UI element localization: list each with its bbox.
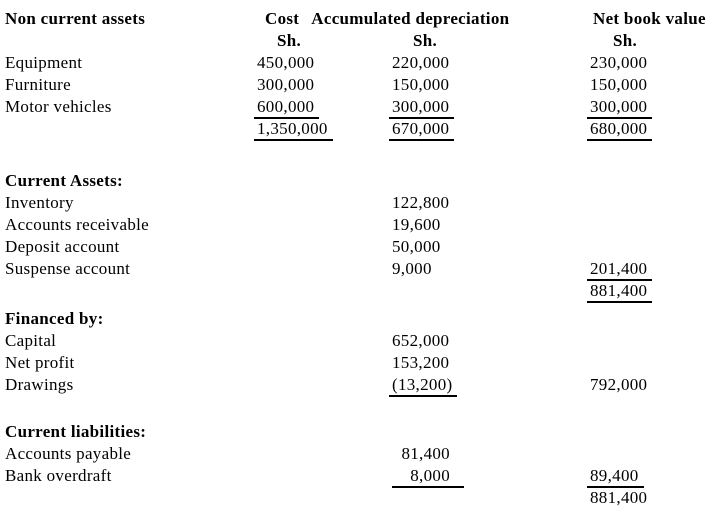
column-header-net-book-value: Net book value xyxy=(593,9,706,28)
financed-by-total: 792,000 xyxy=(590,375,648,394)
amount-value: 9,000 xyxy=(392,259,432,278)
table-row-accounts-receivable: Accounts receivable 19,600 xyxy=(0,214,722,236)
amount-value: 8,000 xyxy=(392,466,464,488)
row-label: Net profit xyxy=(5,353,75,372)
table-row-inventory: Inventory 122,800 xyxy=(0,192,722,214)
row-label: Suspense account xyxy=(5,259,131,278)
accum-value: 220,000 xyxy=(392,53,450,72)
row-label: Drawings xyxy=(5,375,74,394)
currency-unit-accum: Sh. xyxy=(413,31,438,50)
amount-value: 19,600 xyxy=(392,215,441,234)
cost-value: 300,000 xyxy=(257,75,315,94)
table-row-capital: Capital 652,000 xyxy=(0,330,722,352)
total-accum: 670,000 xyxy=(389,119,455,141)
column-header-cost: Cost xyxy=(265,9,300,28)
amount-value: 81,400 xyxy=(401,444,450,463)
table-row-motor-vehicles: Motor vehicles 600,000 300,000 300,000 xyxy=(0,96,722,119)
amount-value: 50,000 xyxy=(392,237,441,256)
cost-value: 450,000 xyxy=(257,53,315,72)
table-row-drawings: Drawings (13,200) 792,000 xyxy=(0,374,722,397)
column-header-group: Cost Accumulated depreciation xyxy=(250,8,585,30)
total-assets-value: 881,400 xyxy=(587,281,653,303)
section-heading: Current liabilities: xyxy=(5,422,147,441)
amount-value: 122,800 xyxy=(392,193,450,212)
row-label: Capital xyxy=(5,331,57,350)
cost-value: 600,000 xyxy=(254,97,320,119)
row-label: Inventory xyxy=(5,193,74,212)
section-gap xyxy=(0,396,722,421)
currency-unit-row: Sh. Sh. Sh. xyxy=(0,30,722,52)
currency-unit-nbv: Sh. xyxy=(613,31,638,50)
total-nbv: 680,000 xyxy=(587,119,653,141)
amount-value: (13,200) xyxy=(389,375,458,397)
row-label: Equipment xyxy=(5,53,83,72)
section-heading: Current Assets: xyxy=(5,171,123,190)
section-heading-current-liabilities: Current liabilities: xyxy=(0,421,722,443)
row-label: Furniture xyxy=(5,75,71,94)
table-row-accounts-payable: Accounts payable 81,400 xyxy=(0,443,722,465)
table-row-total-liabilities: 881,400 xyxy=(0,487,722,508)
current-liabilities-subtotal: 89,400 xyxy=(587,466,644,488)
accum-value: 300,000 xyxy=(389,97,455,119)
currency-unit-cost: Sh. xyxy=(277,31,302,50)
row-label: Motor vehicles xyxy=(5,97,112,116)
nbv-value: 230,000 xyxy=(590,53,648,72)
section-gap xyxy=(0,140,722,170)
table-row-deposit-account: Deposit account 50,000 xyxy=(0,236,722,258)
table-row-bank-overdraft: Bank overdraft 8,000 89,400 xyxy=(0,465,722,488)
amount-value: 153,200 xyxy=(392,353,450,372)
row-label: Deposit account xyxy=(5,237,120,256)
row-label: Accounts payable xyxy=(5,444,132,463)
total-cost: 1,350,000 xyxy=(254,119,333,141)
section-heading-current-assets: Current Assets: xyxy=(0,170,722,192)
column-header-non-current-assets: Non current assets xyxy=(5,9,146,28)
table-row-furniture: Furniture 300,000 150,000 150,000 xyxy=(0,74,722,96)
nbv-value: 300,000 xyxy=(587,97,653,119)
section-heading: Financed by: xyxy=(5,309,104,328)
row-label: Bank overdraft xyxy=(5,466,112,485)
table-row-net-profit: Net profit 153,200 xyxy=(0,352,722,374)
grand-total-value: 881,400 xyxy=(587,488,652,508)
row-label: Accounts receivable xyxy=(5,215,149,234)
current-assets-subtotal: 201,400 xyxy=(587,259,653,281)
section-heading-financed-by: Financed by: xyxy=(0,308,722,330)
nbv-value: 150,000 xyxy=(590,75,648,94)
table-header-row: Non current assets Cost Accumulated depre… xyxy=(0,8,722,30)
table-row-total-assets: 881,400 xyxy=(0,280,722,303)
column-header-accumulated-depreciation: Accumulated depreciation xyxy=(311,9,510,28)
amount-value: 652,000 xyxy=(392,331,450,350)
table-row-suspense-account: Suspense account 9,000 201,400 xyxy=(0,258,722,281)
table-row-nca-totals: 1,350,000 670,000 680,000 xyxy=(0,118,722,141)
table-row-equipment: Equipment 450,000 220,000 230,000 xyxy=(0,52,722,74)
accum-value: 150,000 xyxy=(392,75,450,94)
